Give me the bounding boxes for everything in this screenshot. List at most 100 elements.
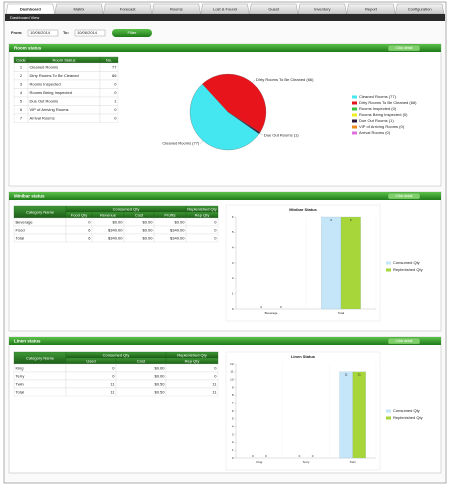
- table-cell-text: 6: [88, 227, 91, 232]
- legend-label: Consumed Qty: [393, 408, 420, 413]
- table-cell-text: $0.00: [154, 365, 165, 370]
- bar-value-label: 0: [260, 305, 262, 309]
- y-tick-label: 3: [232, 432, 234, 436]
- table-cell-text: Food: [16, 227, 25, 232]
- legend-label: Replenished Qty: [393, 267, 423, 272]
- section-title: Room status: [14, 45, 42, 50]
- detail-button-label[interactable]: Click detail: [396, 46, 413, 50]
- x-tick-label: Total: [338, 311, 345, 315]
- table-cell: [65, 379, 117, 389]
- legend-label: Dirty Rooms To Be Cleaned (66): [359, 100, 417, 105]
- table-cell-text: 0: [112, 365, 115, 370]
- tab-label[interactable]: Matrix: [74, 7, 85, 12]
- tab-label[interactable]: Forecast: [120, 7, 136, 12]
- x-tick-label: Terry: [303, 460, 310, 464]
- table-cell-text: 77: [112, 65, 117, 70]
- table-cell-text: Beverage: [16, 219, 34, 224]
- y-tick-label: 6: [232, 215, 234, 219]
- chart-title: Minibar Status: [289, 207, 317, 212]
- y-tick-label: 5: [232, 230, 234, 234]
- tab-label[interactable]: Inventory: [314, 7, 330, 12]
- to-input[interactable]: [74, 29, 106, 37]
- y-tick-label: 5: [232, 417, 234, 421]
- from-input[interactable]: [27, 29, 59, 37]
- table-cell-text: $0.00: [174, 219, 185, 224]
- table-header-text: No.: [106, 57, 112, 62]
- table-header-text: Replenished Qty: [177, 352, 207, 357]
- y-tick-label: 8: [232, 393, 234, 397]
- tab-label[interactable]: Rooms: [170, 7, 183, 12]
- tab-label[interactable]: Guest: [268, 7, 280, 12]
- table-cell-text: Twin: [16, 381, 24, 386]
- legend-label: Arrival Rooms (0): [359, 130, 391, 135]
- y-tick-label: 4: [232, 245, 234, 249]
- legend-swatch: [386, 268, 391, 272]
- table-header-text: Replenished Qty: [187, 206, 217, 211]
- bar-value-label: 0: [312, 454, 314, 458]
- bar-value-label: 6: [350, 218, 352, 222]
- table-header-text: Consumed Qty: [113, 206, 140, 211]
- section-header: [9, 44, 441, 52]
- table-header-text: Rep Qty: [185, 358, 200, 363]
- table-cell-text: 0: [114, 82, 117, 87]
- bar-value-label: 0: [252, 454, 254, 458]
- pie-callout-line: [200, 140, 204, 144]
- table-cell-text: 66: [112, 73, 117, 78]
- tab-label[interactable]: Dashboard: [20, 7, 41, 12]
- to-value: 10/06/2014: [77, 30, 98, 35]
- detail-button[interactable]: [387, 192, 421, 200]
- table-cell: [99, 113, 119, 123]
- legend-label: Due Out Rooms (1): [359, 118, 394, 123]
- table-cell-text: 2: [20, 73, 23, 78]
- tab-label[interactable]: Lost & Found: [213, 7, 237, 12]
- table-cell-text: Terry: [16, 373, 25, 378]
- detail-button[interactable]: [387, 44, 421, 52]
- detail-button[interactable]: [387, 337, 421, 345]
- y-tick-label: 12: [230, 362, 234, 366]
- y-tick-label: 6: [232, 409, 234, 413]
- table-cell-text: Dirty Rooms To Be Cleaned: [30, 73, 79, 78]
- bar-value-label: 0: [280, 305, 282, 309]
- table-cell-text: 0: [88, 219, 91, 224]
- filter-button-label[interactable]: Filter: [128, 30, 138, 35]
- bar-value-label: 0: [265, 454, 267, 458]
- table-cell-text: 0: [114, 116, 117, 121]
- legend-label: Replenished Qty: [393, 415, 423, 420]
- bar: [339, 371, 353, 459]
- detail-button-label[interactable]: Click detail: [396, 194, 413, 198]
- legend-swatch: [386, 409, 391, 413]
- legend-label: Rooms Inspected (0): [359, 106, 397, 111]
- detail-button-label[interactable]: Click detail: [396, 339, 413, 343]
- table-cell-text: $0.00: [142, 219, 153, 224]
- table-cell-text: $0.50: [154, 381, 165, 386]
- y-tick-label: 9: [232, 385, 234, 389]
- table-cell-text: $0.00: [112, 219, 123, 224]
- y-tick-label: 10: [230, 377, 234, 381]
- table-cell-text: 0: [214, 373, 217, 378]
- table-cell-text: 0: [214, 227, 217, 232]
- table-cell-text: 11: [110, 381, 115, 386]
- table-cell-text: King: [16, 365, 24, 370]
- table-header-text: Category Name: [26, 355, 55, 360]
- table-cell-text: Rooms Inspected: [30, 82, 61, 87]
- table-header-text: Room Status: [52, 57, 75, 62]
- tab-label[interactable]: Configuration: [408, 7, 432, 12]
- table-cell-text: 11: [212, 381, 217, 386]
- bar-value-label: 11: [358, 373, 361, 377]
- table-cell: [165, 387, 219, 397]
- from-label: From:: [11, 30, 22, 35]
- table-cell: [65, 387, 117, 397]
- bar-value-label: 0: [299, 454, 301, 458]
- pie-callout-line: [252, 79, 256, 83]
- table-cell-text: VIP of Arriving Rooms: [30, 107, 69, 112]
- table-cell-text: Rooms Being Inspected: [30, 90, 72, 95]
- pie-slice: [202, 73, 267, 133]
- legend-label: Rooms Being Inspected (0): [359, 112, 408, 117]
- filter-button[interactable]: [112, 29, 152, 37]
- table-cell-text: 4: [20, 90, 23, 95]
- legend-swatch: [386, 261, 391, 265]
- chart-title: Linen Status: [291, 354, 316, 359]
- tab-label[interactable]: Report: [365, 7, 378, 12]
